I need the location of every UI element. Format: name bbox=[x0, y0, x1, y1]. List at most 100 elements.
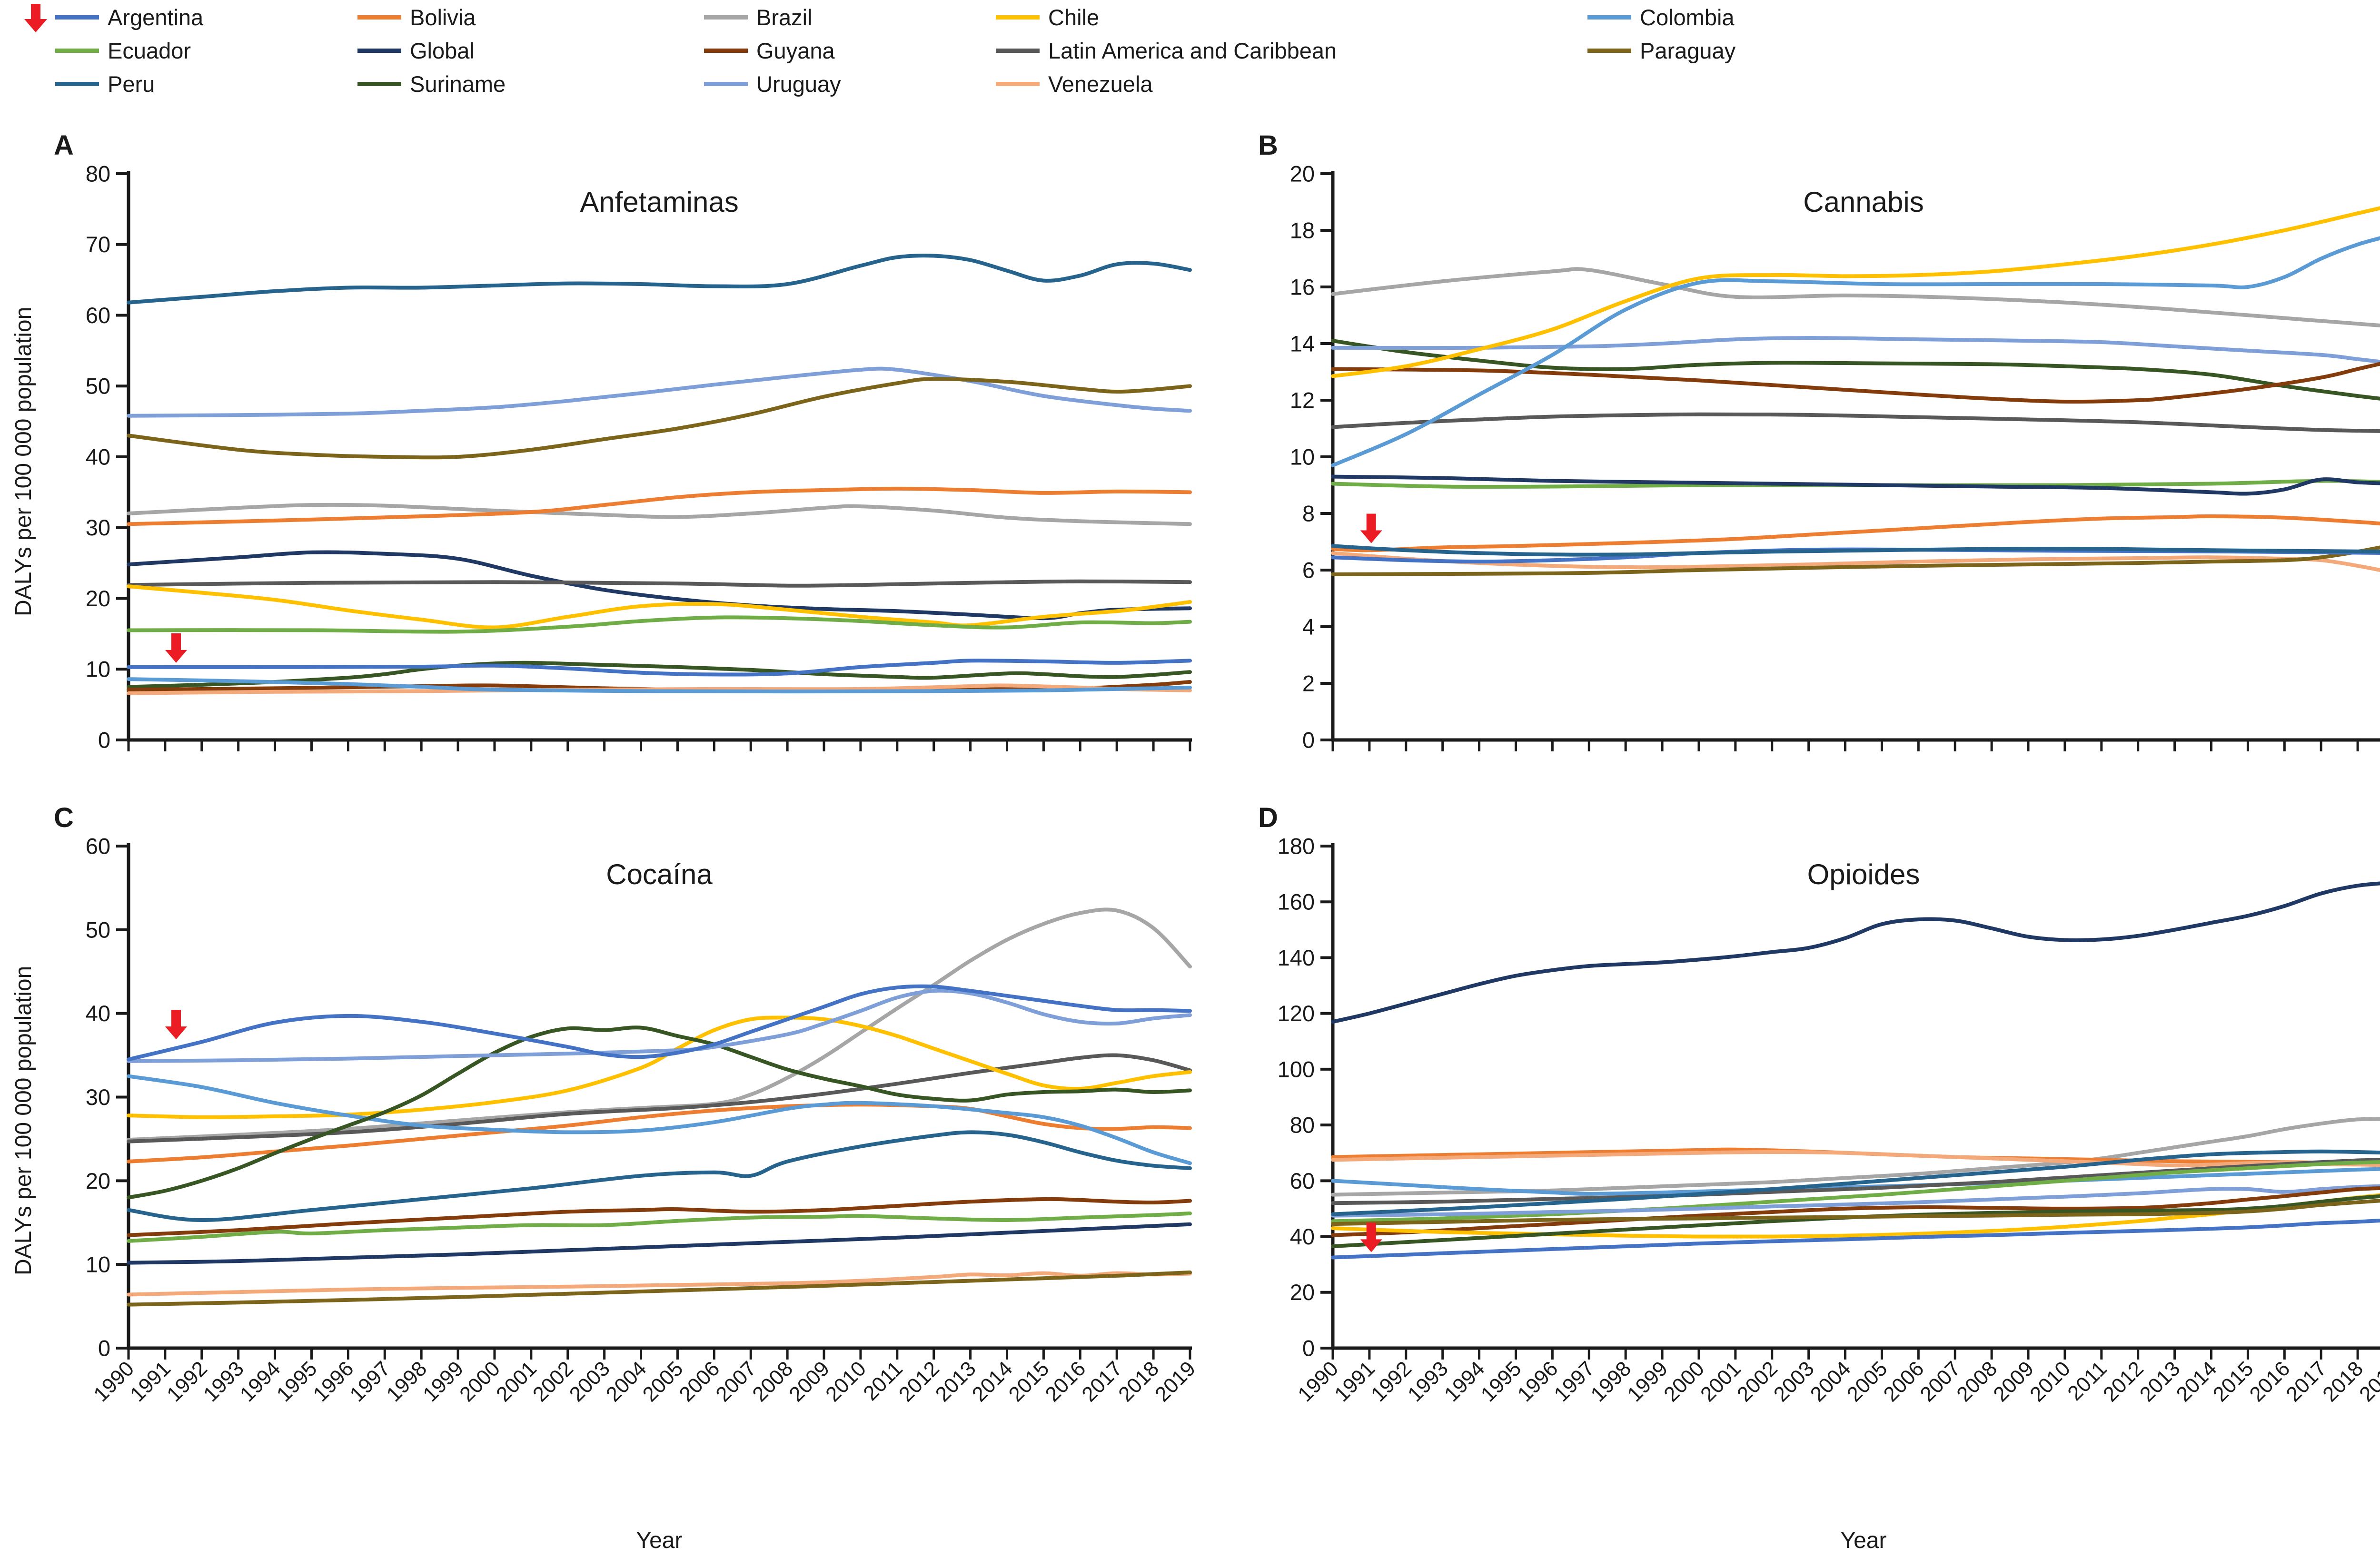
y-tick-label: 2 bbox=[1302, 670, 1315, 696]
series-line-paraguay bbox=[1331, 1199, 2380, 1226]
legend-item-venezuela: Venezuela bbox=[996, 71, 1587, 96]
series-line-uruguay bbox=[1331, 1184, 2380, 1218]
x-tick-label-2017: 2017 bbox=[1077, 1357, 1127, 1406]
legend-label-venezuela: Venezuela bbox=[1048, 71, 1153, 97]
legend-item-bolivia: Bolivia bbox=[357, 5, 704, 30]
series-line-uruguay bbox=[127, 366, 1192, 418]
x-tick-label-1992: 1992 bbox=[162, 1357, 212, 1406]
x-tick-label-1996: 1996 bbox=[309, 1357, 358, 1406]
series-line-argentina bbox=[1331, 1219, 2380, 1260]
legend-swatch-venezuela bbox=[996, 81, 1040, 86]
panel-letter-B: B bbox=[1258, 130, 1278, 161]
panel-title-B: Cannabis bbox=[1803, 186, 1924, 218]
red-arrow-icon-C bbox=[165, 1010, 187, 1040]
y-tick-label: 60 bbox=[86, 303, 110, 328]
legend-item-guyana: Guyana bbox=[704, 38, 996, 63]
legend-label-global: Global bbox=[410, 38, 475, 63]
legend-swatch-suriname bbox=[357, 81, 401, 86]
red-arrow-icon bbox=[24, 4, 47, 32]
series-line-lac bbox=[1331, 1158, 2380, 1205]
panel-title-C: Cocaína bbox=[606, 858, 713, 890]
series-line-chile bbox=[127, 584, 1192, 630]
x-tick-label-2007: 2007 bbox=[1915, 1357, 1965, 1406]
x-tick-label-1995: 1995 bbox=[272, 1357, 322, 1406]
y-tick-label: 20 bbox=[86, 586, 110, 611]
x-tick-label-2010: 2010 bbox=[2025, 1357, 2075, 1406]
y-tick-label: 8 bbox=[1302, 501, 1315, 526]
y-tick-label: 60 bbox=[1290, 1168, 1315, 1193]
x-tick-label-2003: 2003 bbox=[1769, 1357, 1819, 1406]
series-line-guyana bbox=[127, 1197, 1192, 1237]
x-tick-label-2019: 2019 bbox=[1150, 1357, 1200, 1406]
legend-item-suriname: Suriname bbox=[357, 71, 704, 96]
x-tick-label-2006: 2006 bbox=[1879, 1357, 1929, 1406]
x-tick-label-1999: 1999 bbox=[1623, 1357, 1672, 1406]
red-arrow-icon-A bbox=[165, 633, 187, 663]
y-tick-label: 10 bbox=[86, 657, 110, 682]
y-tick-label: 100 bbox=[1278, 1056, 1315, 1082]
series-line-lac bbox=[127, 1053, 1192, 1143]
panel-letter-D: D bbox=[1258, 802, 1278, 833]
series-line-suriname bbox=[127, 660, 1192, 689]
x-tick-label-2005: 2005 bbox=[1843, 1357, 1892, 1406]
panel-svg-C: CCocaína01020304050601990199119921993199… bbox=[54, 802, 1200, 1553]
x-tick-label-2008: 2008 bbox=[748, 1357, 797, 1406]
x-tick-label-2003: 2003 bbox=[565, 1357, 615, 1406]
x-tick-label-2011: 2011 bbox=[2063, 1357, 2112, 1405]
x-tick-label-2002: 2002 bbox=[1733, 1357, 1782, 1406]
y-tick-label: 4 bbox=[1302, 614, 1315, 639]
legend-swatch-chile bbox=[996, 15, 1040, 20]
panel-svg-B: B Cannabis 0 2 4 6 8 10 12 14 16 18 20 bbox=[1258, 130, 2380, 752]
x-tick-label-1996: 1996 bbox=[1513, 1357, 1563, 1406]
legend-swatch-paraguay bbox=[1587, 48, 1631, 53]
legend-item-peru: Peru bbox=[55, 71, 357, 96]
series-line-venezuela bbox=[1331, 1150, 2380, 1168]
x-tick-label-2010: 2010 bbox=[821, 1357, 871, 1406]
series-line-colombia bbox=[1331, 236, 2380, 467]
legend-swatch-uruguay bbox=[704, 81, 748, 86]
legend-swatch-guyana bbox=[704, 48, 748, 53]
series-line-bolivia bbox=[1331, 514, 2380, 552]
legend-label-brazil: Brazil bbox=[756, 4, 813, 30]
legend-label-uruguay: Uruguay bbox=[756, 71, 841, 97]
y-tick-label: 6 bbox=[1302, 557, 1315, 582]
legend-item-uruguay: Uruguay bbox=[704, 71, 996, 96]
y-tick-label: 10 bbox=[86, 1252, 110, 1277]
y-tick-label: 0 bbox=[1302, 727, 1315, 752]
x-tick-label-2016: 2016 bbox=[2245, 1357, 2295, 1406]
x-tick-label-1991: 1991 bbox=[1330, 1357, 1379, 1406]
series-line-uruguay bbox=[127, 988, 1192, 1063]
legend-label-peru: Peru bbox=[108, 71, 155, 97]
x-tick-label-2004: 2004 bbox=[1806, 1357, 1855, 1406]
legend-grid: Argentina Bolivia Brazil Chile Colombia Ecuad… bbox=[55, 5, 1735, 96]
x-tick-label-2001: 2001 bbox=[1696, 1357, 1745, 1406]
legend-item-colombia: Colombia bbox=[1587, 5, 1735, 30]
y-tick-label: 18 bbox=[1290, 217, 1315, 243]
legend-red-arrow-icon bbox=[23, 3, 49, 36]
x-tick-label-1992: 1992 bbox=[1367, 1357, 1416, 1406]
x-tick-label-2001: 2001 bbox=[492, 1357, 541, 1406]
series-line-peru bbox=[127, 254, 1192, 305]
x-tick-label-2018: 2018 bbox=[1114, 1357, 1163, 1406]
series-line-suriname bbox=[127, 1025, 1192, 1200]
legend-label-guyana: Guyana bbox=[756, 38, 835, 63]
x-tick-label-1998: 1998 bbox=[382, 1357, 431, 1406]
x-tick-label-1990: 1990 bbox=[1293, 1357, 1343, 1406]
x-tick-label-1999: 1999 bbox=[418, 1357, 468, 1406]
legend-label-colombia: Colombia bbox=[1640, 4, 1735, 30]
x-tick-label-1997: 1997 bbox=[1549, 1357, 1599, 1406]
y-tick-label: 50 bbox=[86, 374, 110, 399]
series-line-bolivia bbox=[127, 1103, 1192, 1163]
legend-item-chile: Chile bbox=[996, 5, 1587, 30]
x-tick-label-2014: 2014 bbox=[2172, 1357, 2221, 1406]
y-tick-label: 160 bbox=[1278, 889, 1315, 915]
series-line-argentina bbox=[127, 984, 1192, 1062]
series-line-bolivia bbox=[127, 486, 1192, 526]
x-tick-label-2000: 2000 bbox=[455, 1357, 505, 1406]
legend-label-ecuador: Ecuador bbox=[108, 38, 191, 63]
legend-item-ecuador: Ecuador bbox=[55, 38, 357, 63]
series-line-brazil bbox=[127, 907, 1192, 1142]
series-line-paraguay bbox=[127, 1270, 1192, 1307]
legend-label-argentina: Argentina bbox=[108, 4, 204, 30]
